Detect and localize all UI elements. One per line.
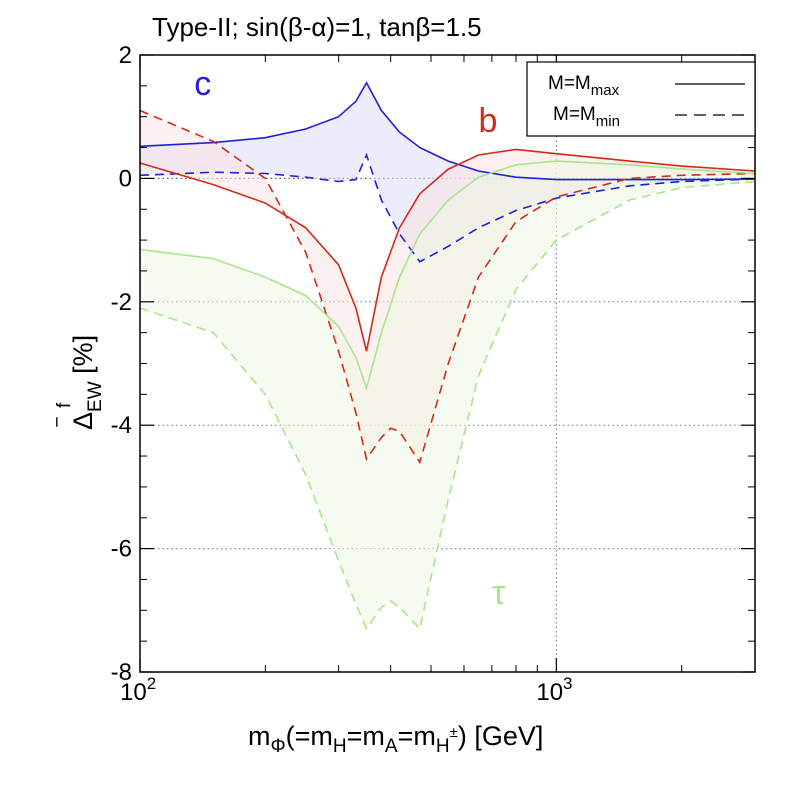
y-tick-label-2: -2 bbox=[111, 289, 132, 316]
y-tick-label-5: -8 bbox=[111, 659, 132, 686]
tau-min-line bbox=[139, 180, 756, 631]
curve-layer bbox=[139, 81, 756, 631]
c-max-line bbox=[139, 81, 756, 181]
y-tick-label-1: 0 bbox=[119, 165, 132, 192]
y-axis-label: ΔEW [%] ‾ f bbox=[54, 335, 106, 430]
legend-entry-max-label: M=Mmax bbox=[548, 73, 620, 99]
tau-curve-label: τ bbox=[492, 574, 506, 612]
y-axis-label-overline: ‾ bbox=[54, 417, 81, 427]
c-min-line bbox=[139, 152, 756, 263]
curve-labels: c b τ bbox=[194, 65, 506, 612]
b-max-line bbox=[139, 148, 756, 352]
band-fill-layer bbox=[140, 82, 755, 629]
y-tick-label-0: 2 bbox=[119, 42, 132, 69]
legend: M=Mmax M=Mmin bbox=[526, 61, 756, 137]
legend-box bbox=[526, 61, 756, 137]
y-tick-label-3: -4 bbox=[111, 412, 132, 439]
y-axis-label-text: ΔEW [%] bbox=[68, 335, 106, 430]
b-min-line bbox=[139, 109, 756, 465]
x-axis-label: mΦ(=mH=mA=mH±) [GeV] bbox=[248, 721, 543, 757]
y-axis-label-sup: f bbox=[54, 402, 75, 408]
y-tick-label-4: -6 bbox=[111, 536, 132, 563]
legend-entry-min-label: M=Mmin bbox=[553, 104, 620, 130]
chart-title: Type-II; sin(β-α)=1, tanβ=1.5 bbox=[152, 12, 482, 42]
c-curve-label: c bbox=[194, 65, 211, 103]
x-tick-label-0: 102 bbox=[120, 674, 156, 706]
b-curve-label: b bbox=[478, 102, 497, 140]
tau-max-line bbox=[139, 160, 756, 391]
x-tick-label-1: 103 bbox=[536, 674, 572, 706]
tau-band bbox=[140, 161, 755, 629]
